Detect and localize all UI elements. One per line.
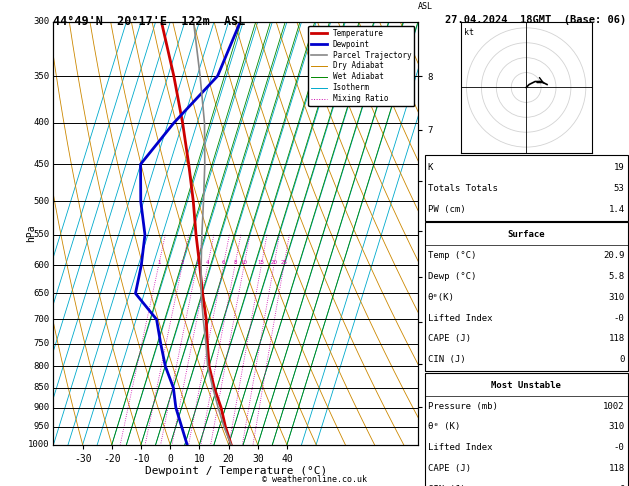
Text: 1002: 1002 [603, 401, 625, 411]
Text: 800: 800 [34, 362, 50, 371]
Text: PW (cm): PW (cm) [428, 205, 465, 214]
Text: θᵉ (K): θᵉ (K) [428, 422, 460, 432]
Text: 500: 500 [34, 197, 50, 206]
Text: Temp (°C): Temp (°C) [428, 251, 476, 260]
Text: 6: 6 [221, 260, 225, 265]
Text: 0: 0 [619, 355, 625, 364]
Text: Mixing Ratio (g/kg): Mixing Ratio (g/kg) [426, 221, 435, 309]
Text: 118: 118 [608, 334, 625, 344]
Text: Dewp (°C): Dewp (°C) [428, 272, 476, 281]
Text: 0: 0 [619, 485, 625, 486]
Text: 600: 600 [34, 261, 50, 270]
Text: km
ASL: km ASL [418, 0, 433, 11]
Text: 400: 400 [34, 119, 50, 127]
Text: 950: 950 [34, 422, 50, 431]
Text: CIN (J): CIN (J) [428, 485, 465, 486]
Text: CIN (J): CIN (J) [428, 355, 465, 364]
Text: 10: 10 [241, 260, 248, 265]
Text: Pressure (mb): Pressure (mb) [428, 401, 498, 411]
Text: 53: 53 [614, 184, 625, 193]
Text: 310: 310 [608, 422, 625, 432]
Text: 44°49'N  20°17'E  122m  ASL: 44°49'N 20°17'E 122m ASL [53, 15, 246, 28]
Text: 700: 700 [34, 315, 50, 324]
Text: 310: 310 [608, 293, 625, 302]
Text: Lifted Index: Lifted Index [428, 313, 493, 323]
Text: 550: 550 [34, 230, 50, 239]
Text: 20: 20 [270, 260, 277, 265]
Text: 1000: 1000 [28, 440, 50, 449]
Text: 27.04.2024  18GMT  (Base: 06): 27.04.2024 18GMT (Base: 06) [445, 15, 626, 25]
Text: 450: 450 [34, 160, 50, 169]
Text: 900: 900 [34, 403, 50, 412]
Text: 19: 19 [614, 163, 625, 172]
Text: 5.8: 5.8 [608, 272, 625, 281]
Text: 8: 8 [233, 260, 237, 265]
Text: 650: 650 [34, 289, 50, 298]
Text: Totals Totals: Totals Totals [428, 184, 498, 193]
Text: © weatheronline.co.uk: © weatheronline.co.uk [262, 474, 367, 484]
Text: 3: 3 [195, 260, 199, 265]
Text: 2: 2 [181, 260, 184, 265]
Text: 350: 350 [34, 71, 50, 81]
Text: θᵉ(K): θᵉ(K) [428, 293, 455, 302]
Text: 4: 4 [206, 260, 209, 265]
X-axis label: Dewpoint / Temperature (°C): Dewpoint / Temperature (°C) [145, 467, 327, 476]
Text: 1: 1 [157, 260, 160, 265]
Text: 15: 15 [258, 260, 265, 265]
Text: Lifted Index: Lifted Index [428, 443, 493, 452]
Text: 20.9: 20.9 [603, 251, 625, 260]
Text: -0: -0 [614, 443, 625, 452]
Text: 300: 300 [34, 17, 50, 26]
Text: K: K [428, 163, 433, 172]
Text: 1.4: 1.4 [608, 205, 625, 214]
Text: Most Unstable: Most Unstable [491, 381, 561, 390]
Text: CAPE (J): CAPE (J) [428, 464, 470, 473]
Text: CAPE (J): CAPE (J) [428, 334, 470, 344]
Text: 118: 118 [608, 464, 625, 473]
Text: 750: 750 [34, 339, 50, 348]
Text: 850: 850 [34, 383, 50, 392]
Text: hPa: hPa [26, 225, 36, 242]
Text: -0: -0 [614, 313, 625, 323]
Legend: Temperature, Dewpoint, Parcel Trajectory, Dry Adiabat, Wet Adiabat, Isotherm, Mi: Temperature, Dewpoint, Parcel Trajectory… [308, 26, 415, 106]
Text: kt: kt [464, 28, 474, 37]
Text: 25: 25 [281, 260, 287, 265]
Text: 2CL: 2CL [484, 362, 499, 371]
Text: Surface: Surface [508, 230, 545, 239]
